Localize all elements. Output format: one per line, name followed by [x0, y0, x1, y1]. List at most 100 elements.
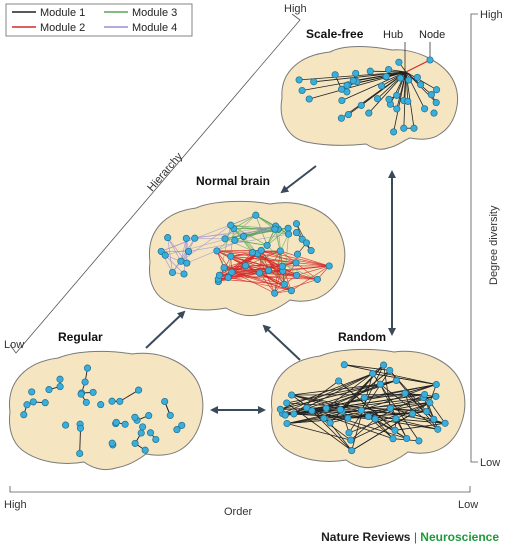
network-node [386, 366, 394, 374]
network-node [426, 56, 434, 64]
network-node [116, 397, 124, 405]
network-node [278, 262, 286, 270]
network-edge [186, 228, 279, 239]
network-node [290, 410, 298, 418]
network-node [338, 96, 346, 105]
network-node [401, 389, 409, 397]
network-node [322, 404, 330, 412]
network-edge [183, 238, 187, 275]
network-node [310, 78, 318, 86]
network-node [307, 247, 315, 255]
network-edge [329, 422, 353, 451]
network-node [331, 71, 339, 79]
network-edge [224, 238, 318, 280]
network-node [276, 247, 284, 255]
legend-label: Module 2 [40, 22, 85, 34]
network-edge [291, 383, 381, 396]
network-node [335, 377, 343, 385]
scale-free-nodes [295, 56, 441, 136]
order-axis: High Low Order [4, 486, 478, 518]
network-node [239, 232, 248, 240]
hierarchy-high-label: High [284, 3, 307, 15]
network-node [433, 86, 441, 94]
network-node [168, 268, 177, 277]
network-node [121, 420, 129, 428]
network-node [389, 435, 397, 443]
network-edge [372, 373, 437, 385]
network-node [352, 69, 360, 77]
network-node [364, 413, 373, 421]
network-node [242, 262, 250, 270]
network-edge [282, 373, 373, 414]
order-low-label: Low [458, 499, 478, 511]
network-node [256, 269, 264, 277]
network-edge [216, 250, 229, 278]
network-edge [291, 265, 330, 291]
network-node [441, 419, 449, 427]
network-node [41, 399, 49, 407]
network-node [410, 124, 418, 132]
network-node [182, 234, 190, 242]
network-node [308, 407, 316, 415]
network-node [56, 383, 64, 391]
network-edge [280, 250, 330, 267]
order-axis-label: Order [224, 506, 252, 518]
network-node [338, 85, 346, 93]
credit-separator: | [413, 530, 417, 544]
network-edge [274, 229, 281, 252]
network-node [295, 76, 303, 84]
network-node [292, 220, 301, 228]
network-node [161, 397, 169, 406]
legend-label: Module 1 [40, 7, 85, 19]
network-node [298, 86, 306, 95]
network-node [283, 399, 291, 407]
network-node [83, 364, 92, 372]
network-edge [261, 250, 330, 267]
network-node [376, 380, 384, 388]
network-node [284, 230, 293, 238]
network-node [391, 426, 399, 434]
order-high-label: High [4, 499, 27, 511]
network-node [392, 415, 400, 423]
network-edge [309, 71, 407, 100]
arrow-random-to-normal [262, 324, 301, 361]
network-node [408, 410, 417, 418]
network-edge [394, 422, 446, 431]
network-node [393, 105, 401, 113]
network-node [365, 109, 373, 117]
network-node [303, 404, 311, 412]
network-node [326, 419, 334, 427]
network-edge [379, 384, 408, 439]
network-edge [186, 225, 276, 264]
network-node [108, 397, 116, 405]
network-node [252, 211, 260, 219]
network-edge [167, 237, 182, 262]
journal-name: Nature Reviews [321, 530, 411, 544]
network-node [141, 446, 149, 454]
network-node [292, 229, 301, 237]
network-node [293, 271, 301, 279]
network-edge [405, 59, 431, 73]
network-node [430, 109, 438, 117]
network-edge [350, 418, 376, 441]
network-edge [283, 234, 289, 285]
network-node [281, 411, 289, 419]
network-node [373, 95, 382, 103]
network-node [423, 407, 431, 416]
network-node [345, 429, 353, 437]
network-edge [286, 423, 351, 441]
network-node [166, 411, 174, 419]
network-edge [219, 265, 330, 276]
network-edge [341, 71, 407, 101]
network-node [164, 234, 172, 242]
network-node [405, 76, 413, 84]
network-node [320, 414, 328, 422]
network-node [432, 380, 440, 389]
journal-credit: Nature Reviews | Neuroscience [321, 530, 499, 544]
network-node [385, 65, 393, 74]
network-node [284, 224, 292, 232]
network-edge [423, 397, 435, 420]
network-edge [164, 255, 185, 275]
network-node [265, 266, 273, 274]
network-edge [172, 238, 196, 273]
